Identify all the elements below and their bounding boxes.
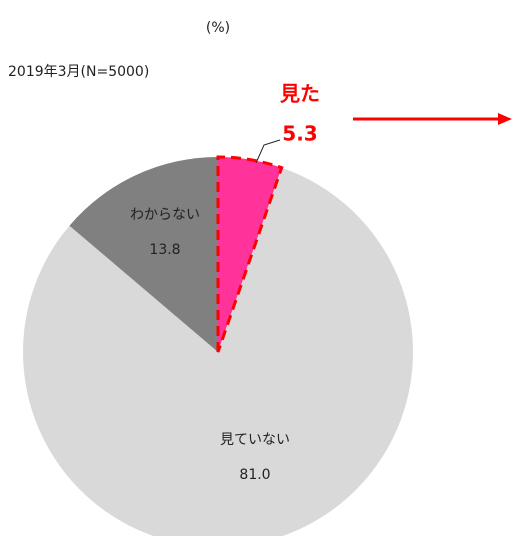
category-label: 見た (280, 82, 320, 106)
category-label: わからない (130, 207, 200, 223)
pie-slice (23, 167, 413, 536)
category-label: 見ていない (220, 432, 290, 448)
value-label: 13.8 (149, 242, 180, 258)
subtitle: 2019年3月(N=5000) (8, 64, 149, 80)
pie-slice (69, 157, 218, 352)
leader-line (255, 139, 281, 164)
unit-label: (%) (206, 20, 230, 36)
value-label: 81.0 (239, 467, 270, 483)
value-label: 5.3 (282, 122, 317, 146)
arrow-head (498, 113, 512, 125)
highlight-outline (216, 155, 284, 353)
